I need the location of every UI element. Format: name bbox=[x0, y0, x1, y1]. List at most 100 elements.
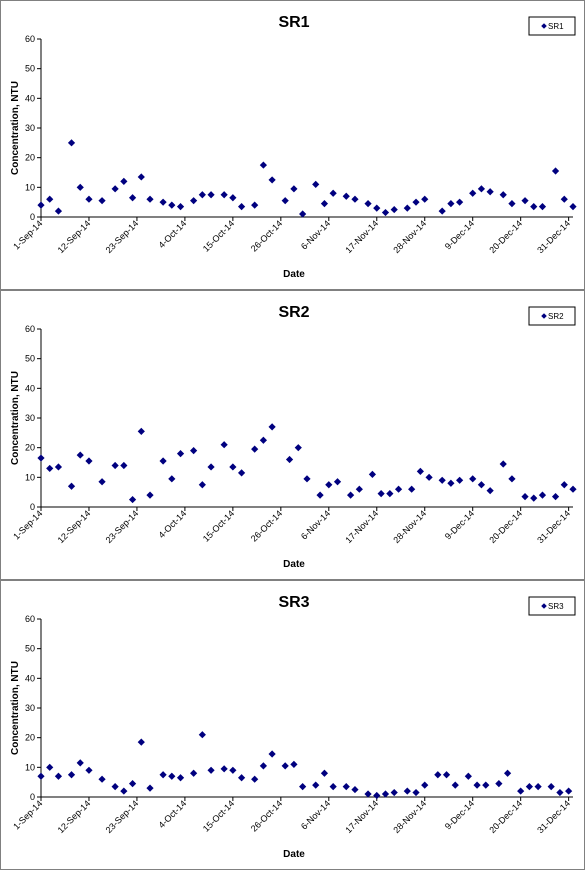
data-point bbox=[412, 788, 420, 797]
data-point bbox=[499, 460, 507, 468]
data-point bbox=[394, 485, 403, 493]
data-point bbox=[111, 461, 119, 470]
data-point bbox=[421, 195, 429, 203]
data-point bbox=[290, 760, 298, 768]
y-tick-label: 20 bbox=[25, 733, 35, 743]
data-point bbox=[251, 201, 259, 209]
y-tick-label: 30 bbox=[25, 413, 35, 423]
data-point bbox=[538, 491, 547, 499]
data-point bbox=[381, 208, 390, 217]
y-axis-label: Concentration, NTU bbox=[10, 371, 21, 465]
data-point bbox=[503, 769, 512, 777]
data-point bbox=[146, 195, 154, 203]
x-tick-label: 12-Sep-14 bbox=[56, 218, 93, 255]
legend: SR1 bbox=[528, 16, 576, 36]
data-point bbox=[486, 487, 494, 495]
data-point bbox=[176, 774, 185, 782]
data-point bbox=[111, 185, 119, 193]
data-point bbox=[299, 783, 307, 791]
data-point bbox=[438, 476, 446, 484]
x-axis-label: Date bbox=[283, 269, 305, 280]
x-tick-label: 28-Nov-14 bbox=[391, 798, 428, 835]
data-point bbox=[98, 775, 106, 783]
x-tick-label: 6-Nov-14 bbox=[299, 508, 332, 541]
y-tick-label: 0 bbox=[30, 792, 35, 802]
data-point bbox=[556, 788, 564, 797]
data-point bbox=[551, 167, 560, 175]
x-tick-label: 6-Nov-14 bbox=[299, 798, 332, 831]
data-point bbox=[312, 180, 320, 188]
x-tick-label: 28-Nov-14 bbox=[391, 508, 428, 545]
data-point bbox=[329, 783, 337, 791]
data-point bbox=[403, 787, 411, 795]
data-point bbox=[569, 203, 577, 211]
data-point bbox=[146, 491, 154, 499]
y-tick-label: 10 bbox=[25, 182, 35, 192]
x-tick-label: 15-Oct-14 bbox=[201, 798, 236, 833]
data-point bbox=[46, 763, 54, 771]
data-point bbox=[342, 192, 350, 200]
data-point bbox=[373, 204, 381, 212]
data-point bbox=[176, 450, 185, 458]
data-point bbox=[159, 198, 167, 206]
data-point bbox=[207, 191, 215, 199]
x-tick-label: 4-Oct-14 bbox=[156, 508, 188, 540]
data-point bbox=[469, 189, 477, 197]
x-tick-label: 15-Oct-14 bbox=[201, 218, 236, 253]
data-point bbox=[386, 490, 394, 498]
data-point bbox=[220, 765, 228, 773]
data-point bbox=[464, 772, 472, 780]
data-point bbox=[137, 173, 145, 181]
x-tick-label: 12-Sep-14 bbox=[56, 798, 93, 835]
data-point bbox=[312, 781, 320, 789]
data-point bbox=[569, 485, 577, 493]
data-point bbox=[268, 750, 276, 758]
data-point bbox=[207, 463, 215, 471]
data-point bbox=[46, 464, 54, 473]
x-tick-label: 26-Oct-14 bbox=[249, 218, 284, 253]
data-point bbox=[364, 790, 372, 798]
chart-sr1: SR1 0 10 20 30 40 50 60 1-Sep-14 12-Sep-14 23-Sep-… bbox=[10, 14, 577, 280]
data-point bbox=[477, 481, 486, 489]
y-tick-label: 20 bbox=[25, 443, 35, 453]
data-point bbox=[530, 494, 538, 502]
data-point bbox=[281, 197, 289, 205]
data-point bbox=[499, 191, 507, 199]
y-tick-label: 40 bbox=[25, 673, 35, 683]
data-point bbox=[495, 780, 503, 788]
data-point bbox=[456, 198, 464, 206]
data-point bbox=[521, 493, 529, 501]
data-point bbox=[259, 762, 267, 770]
data-point bbox=[469, 475, 477, 483]
data-point bbox=[281, 762, 289, 770]
data-point bbox=[412, 198, 420, 206]
data-point bbox=[364, 200, 372, 208]
x-tick-label: 31-Dec-14 bbox=[535, 798, 572, 835]
chart-sr3: SR3 0 10 20 30 40 50 60 1-Sep-14 12-Sep-14 23-Sep-… bbox=[10, 594, 576, 860]
data-point bbox=[551, 493, 560, 501]
data-point bbox=[373, 791, 381, 800]
data-point bbox=[120, 461, 128, 470]
x-tick-label: 12-Sep-14 bbox=[56, 508, 93, 545]
data-point bbox=[517, 787, 525, 795]
data-point bbox=[190, 197, 198, 205]
x-tick-label: 1-Sep-14 bbox=[11, 798, 44, 831]
legend-label: SR1 bbox=[548, 22, 564, 31]
data-point bbox=[451, 781, 459, 789]
y-tick-label: 30 bbox=[25, 123, 35, 133]
data-point bbox=[320, 769, 329, 777]
data-point bbox=[316, 491, 324, 499]
data-point bbox=[128, 194, 137, 202]
data-point bbox=[342, 783, 350, 791]
data-point bbox=[190, 447, 198, 455]
chart-title: SR1 bbox=[278, 14, 309, 31]
data-point bbox=[447, 479, 455, 487]
data-point bbox=[76, 451, 84, 459]
x-tick-label: 26-Oct-14 bbox=[249, 798, 284, 833]
data-point bbox=[137, 738, 145, 746]
data-point bbox=[159, 771, 167, 779]
data-point bbox=[320, 200, 329, 208]
data-point bbox=[473, 781, 481, 789]
data-point bbox=[534, 783, 542, 791]
data-point bbox=[408, 485, 416, 493]
